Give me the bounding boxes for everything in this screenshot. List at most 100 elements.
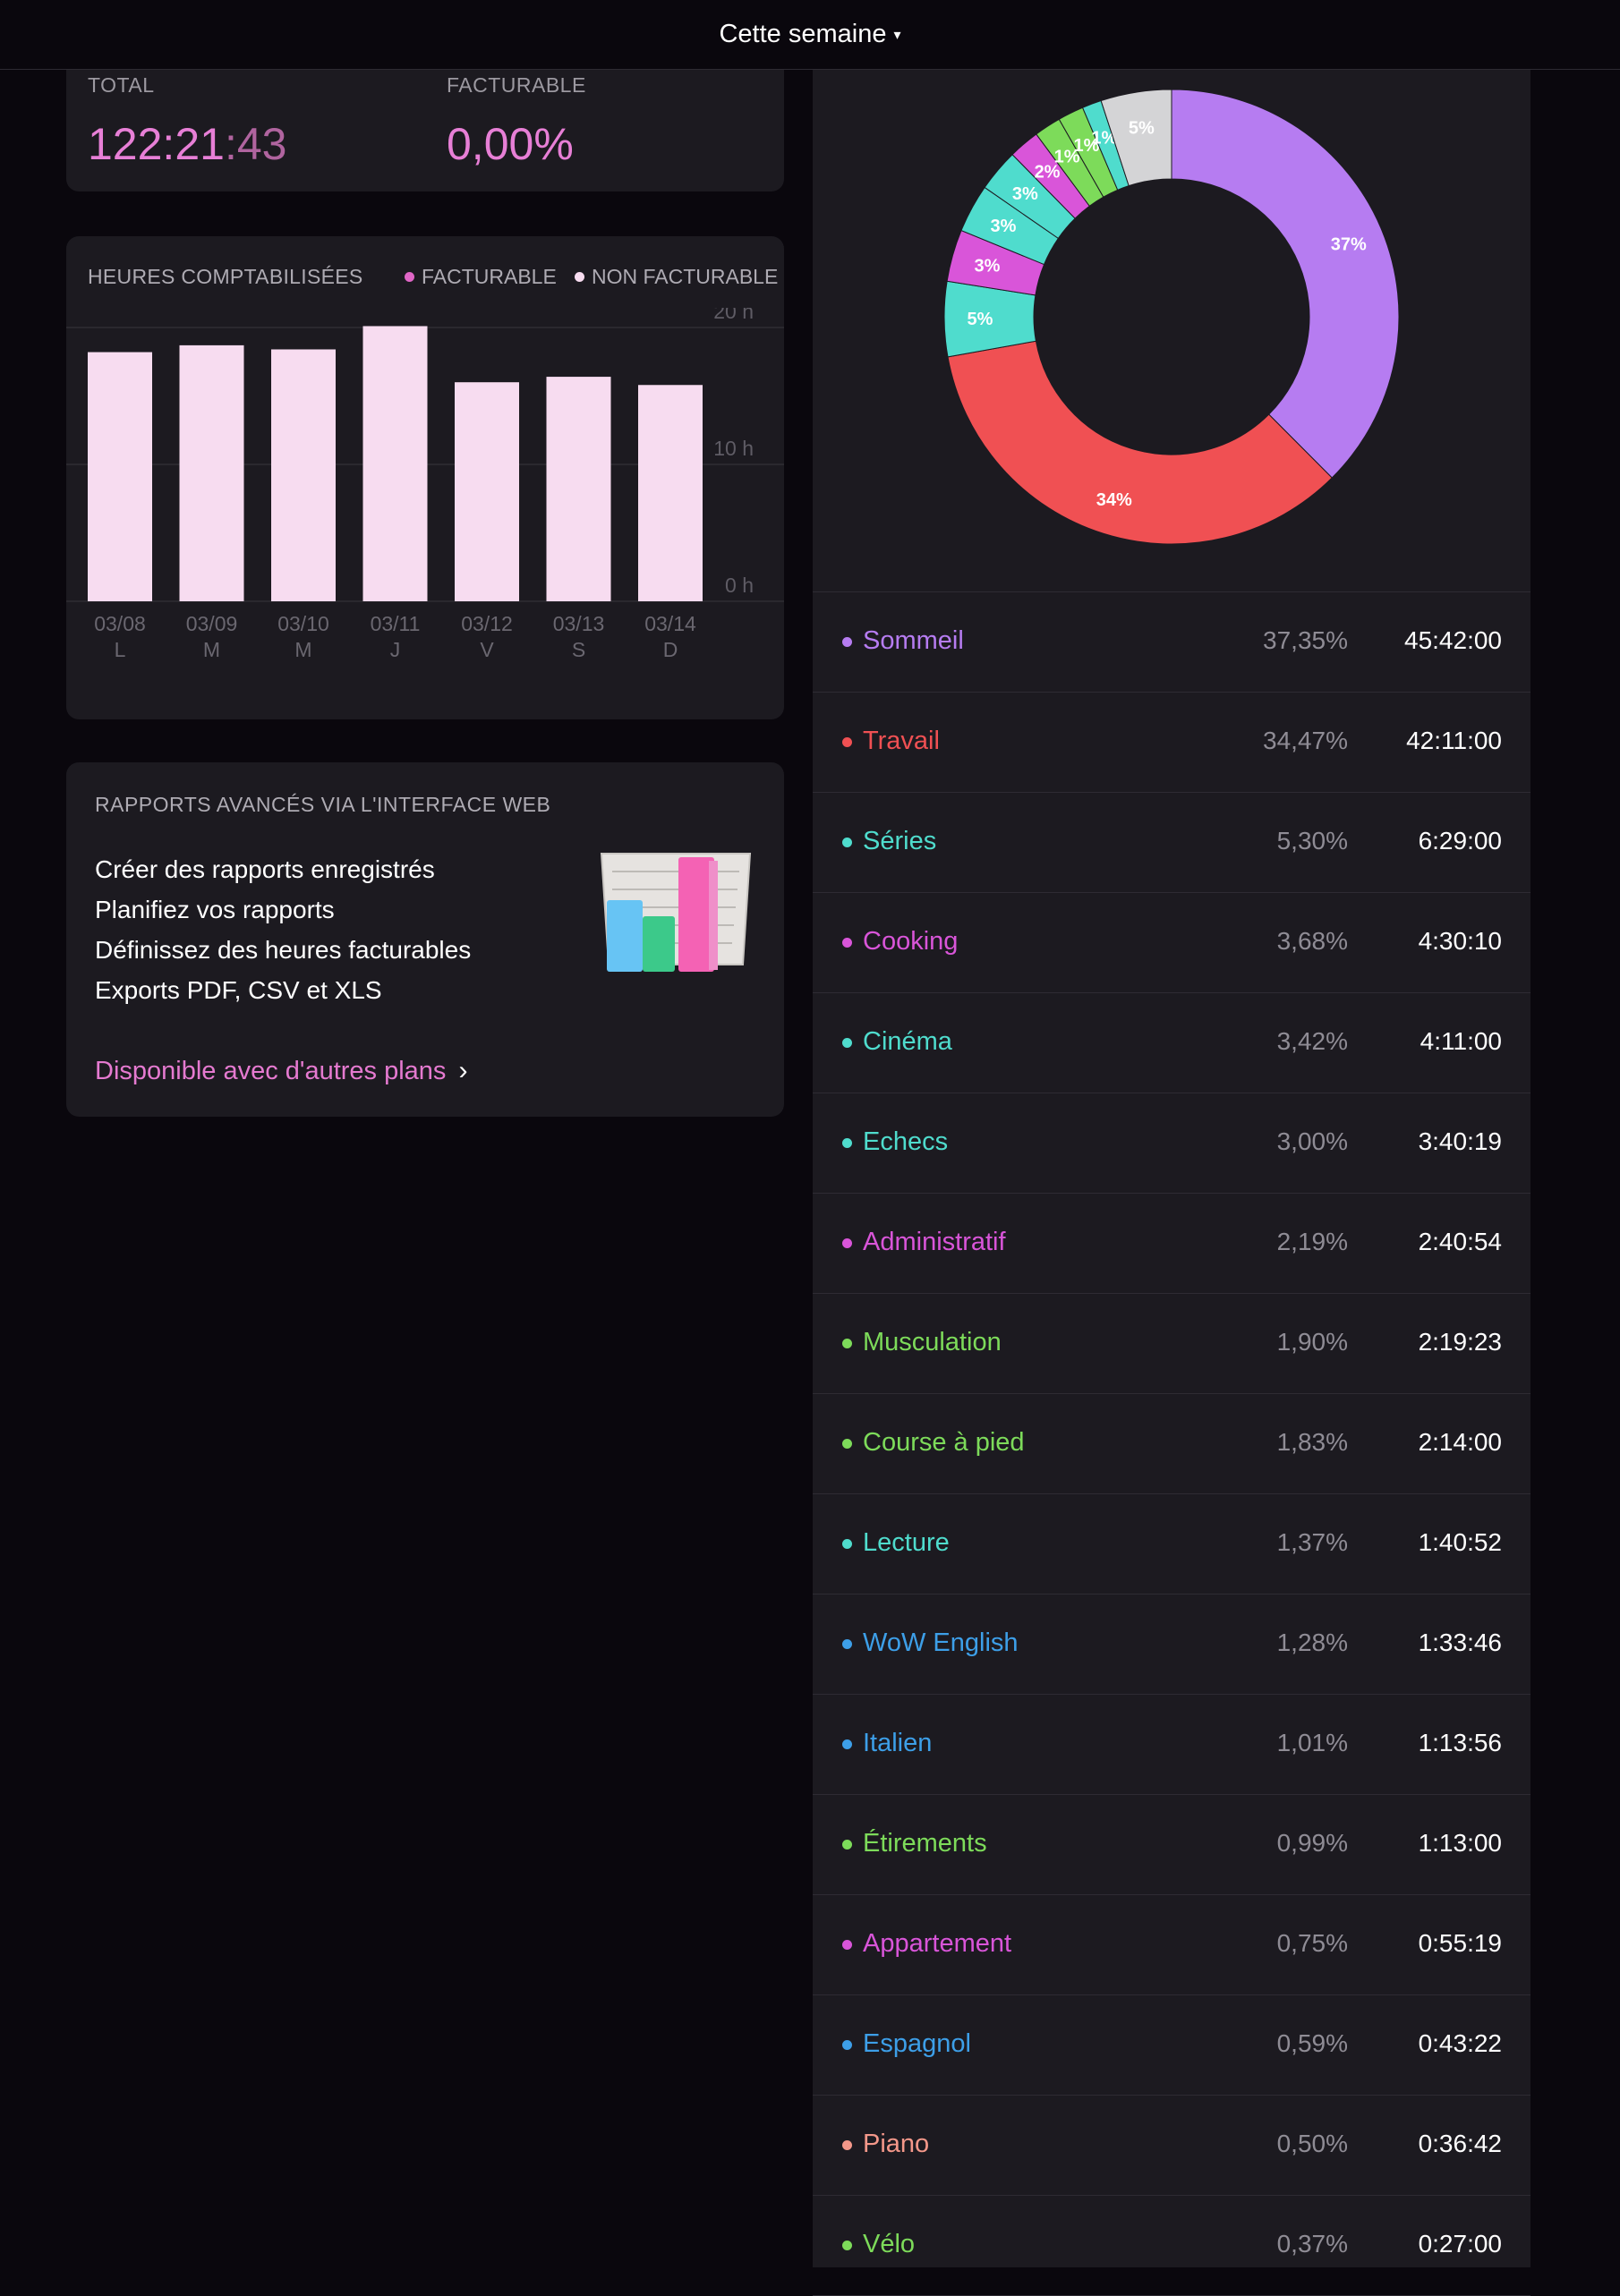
project-row[interactable]: Echecs 3,00% 3:40:19 — [813, 1093, 1530, 1194]
project-row[interactable]: Cinéma 3,42% 4:11:00 — [813, 993, 1530, 1093]
promo-feature: Planifiez vos rapports — [95, 896, 335, 923]
project-name: Vélo — [863, 2230, 916, 2258]
projects-panel: 37% 34% 5% 3% 3% 3% 2% 1% 1% 1% 5% Sommeil 37,35% 45… — [813, 69, 1530, 2296]
period-selector[interactable]: Cette semaine ▾ — [0, 0, 1620, 70]
project-duration: 0:36:42 — [1418, 2130, 1502, 2157]
project-color-dot — [842, 1940, 852, 1950]
x-tick-day-label: D — [663, 638, 678, 661]
legend-non-billable-label: NON FACTURABLE — [592, 265, 779, 288]
project-duration: 0:55:19 — [1418, 1929, 1502, 1957]
project-percentage: 1,28% — [1276, 1628, 1348, 1656]
x-tick-label: 03/09 — [186, 612, 238, 635]
project-row[interactable]: Lecture 1,37% 1:40:52 — [813, 1494, 1530, 1594]
divider — [813, 1994, 1530, 1995]
projects-donut-chart: 37%34%5%3%3%3%2%1%1%1% 5% — [943, 89, 1400, 545]
bar-non-billable — [179, 344, 244, 601]
x-tick-day-label: M — [203, 638, 220, 661]
project-row[interactable]: Séries 5,30% 6:29:00 — [813, 793, 1530, 893]
project-row[interactable]: Piano 0,50% 0:36:42 — [813, 2096, 1530, 2196]
project-name: Séries — [863, 827, 937, 855]
project-name: Espagnol — [863, 2029, 971, 2058]
divider — [813, 1894, 1530, 1895]
project-row[interactable]: Sommeil 37,35% 45:42:00 — [813, 592, 1530, 693]
hours-chart-card: HEURES COMPTABILISÉES FACTURABLE NON FAC… — [66, 236, 784, 719]
donut-slice-label: 3% — [974, 256, 1000, 276]
hours-chart-title: HEURES COMPTABILISÉES — [88, 265, 363, 288]
reports-chart-icon — [600, 853, 752, 972]
divider — [813, 892, 1530, 893]
project-row[interactable]: Administratif 2,19% 2:40:54 — [813, 1194, 1530, 1294]
donut-slice — [1171, 89, 1400, 479]
x-tick-day-label: S — [572, 638, 585, 661]
project-name: Cooking — [863, 927, 959, 956]
project-row[interactable]: Espagnol 0,59% 0:43:22 — [813, 1995, 1530, 2096]
project-row[interactable]: Italien 1,01% 1:13:56 — [813, 1695, 1530, 1795]
project-name: Musculation — [863, 1328, 1002, 1356]
bar-non-billable — [638, 385, 703, 601]
divider — [813, 1794, 1530, 1795]
project-percentage: 34,47% — [1263, 727, 1348, 754]
bar-non-billable — [455, 382, 519, 601]
other-plans-label: Disponible avec d'autres plans — [95, 1056, 447, 1085]
project-name: Piano — [863, 2130, 930, 2158]
divider — [813, 2195, 1530, 2196]
project-duration: 4:11:00 — [1420, 1027, 1502, 1055]
project-row[interactable]: Étirements 0,99% 1:13:00 — [813, 1795, 1530, 1895]
project-row[interactable]: Musculation 1,90% 2:19:23 — [813, 1294, 1530, 1394]
divider — [813, 1293, 1530, 1294]
project-row[interactable]: Travail 34,47% 42:11:00 — [813, 693, 1530, 793]
legend-billable: FACTURABLE — [405, 265, 557, 289]
project-percentage: 5,30% — [1276, 827, 1348, 855]
project-name: Course à pied — [863, 1428, 1025, 1457]
project-row[interactable]: Course à pied 1,83% 2:14:00 — [813, 1394, 1530, 1494]
x-tick-day-label: J — [390, 638, 401, 661]
x-tick-label: 03/10 — [277, 612, 329, 635]
project-duration: 45:42:00 — [1404, 626, 1502, 654]
project-duration: 1:13:56 — [1418, 1729, 1502, 1756]
x-tick-day-label: V — [480, 638, 494, 661]
project-row[interactable]: Vélo 0,37% 0:27:00 — [813, 2196, 1530, 2296]
project-duration: 0:43:22 — [1418, 2029, 1502, 2057]
project-duration: 1:33:46 — [1418, 1628, 1502, 1656]
promo-feature: Créer des rapports enregistrés — [95, 855, 435, 883]
project-duration: 2:19:23 — [1418, 1328, 1502, 1356]
promo-title: RAPPORTS AVANCÉS VIA L'INTERFACE WEB — [95, 793, 551, 816]
divider — [813, 992, 1530, 993]
promo-feature: Définissez des heures facturables — [95, 936, 472, 964]
project-color-dot — [842, 1439, 852, 1449]
bar-non-billable — [362, 326, 428, 601]
legend-dot-billable — [405, 272, 414, 282]
x-tick-label: 03/11 — [371, 612, 421, 635]
y-tick-label: 10 h — [713, 437, 754, 460]
project-row[interactable]: Appartement 0,75% 0:55:19 — [813, 1895, 1530, 1995]
other-plans-link[interactable]: Disponible avec d'autres plans › — [95, 1056, 467, 1086]
donut-slice-label: 1% — [1054, 148, 1080, 167]
legend-billable-label: FACTURABLE — [422, 265, 557, 288]
donut-slice-label: 1% — [1074, 136, 1100, 156]
x-tick-label: 03/12 — [461, 612, 513, 635]
project-percentage: 3,42% — [1276, 1027, 1348, 1055]
project-color-dot — [842, 737, 852, 747]
total-main: 122:21 — [88, 119, 225, 169]
divider — [813, 1694, 1530, 1695]
donut-slice-label: 5% — [1129, 119, 1155, 139]
project-color-dot — [842, 1639, 852, 1649]
project-row[interactable]: Cooking 3,68% 4:30:10 — [813, 893, 1530, 993]
project-duration: 1:40:52 — [1418, 1528, 1502, 1556]
project-name: Cinéma — [863, 1027, 952, 1056]
x-tick-label: 03/08 — [94, 612, 146, 635]
project-duration: 1:13:00 — [1418, 1829, 1502, 1857]
project-name: WoW English — [863, 1628, 1019, 1657]
total-label: TOTAL — [88, 73, 155, 97]
project-name: Appartement — [863, 1929, 1012, 1958]
donut-slice-label: 34% — [1096, 490, 1132, 510]
x-tick-day-label: L — [115, 638, 126, 661]
project-row[interactable]: WoW English 1,28% 1:33:46 — [813, 1594, 1530, 1695]
project-name: Travail — [863, 727, 940, 755]
project-percentage: 3,68% — [1276, 927, 1348, 955]
divider — [813, 1493, 1530, 1494]
project-color-dot — [842, 1339, 852, 1348]
donut-slice-label: 3% — [1012, 184, 1038, 204]
project-duration: 6:29:00 — [1418, 827, 1502, 855]
project-color-dot — [842, 2241, 852, 2250]
